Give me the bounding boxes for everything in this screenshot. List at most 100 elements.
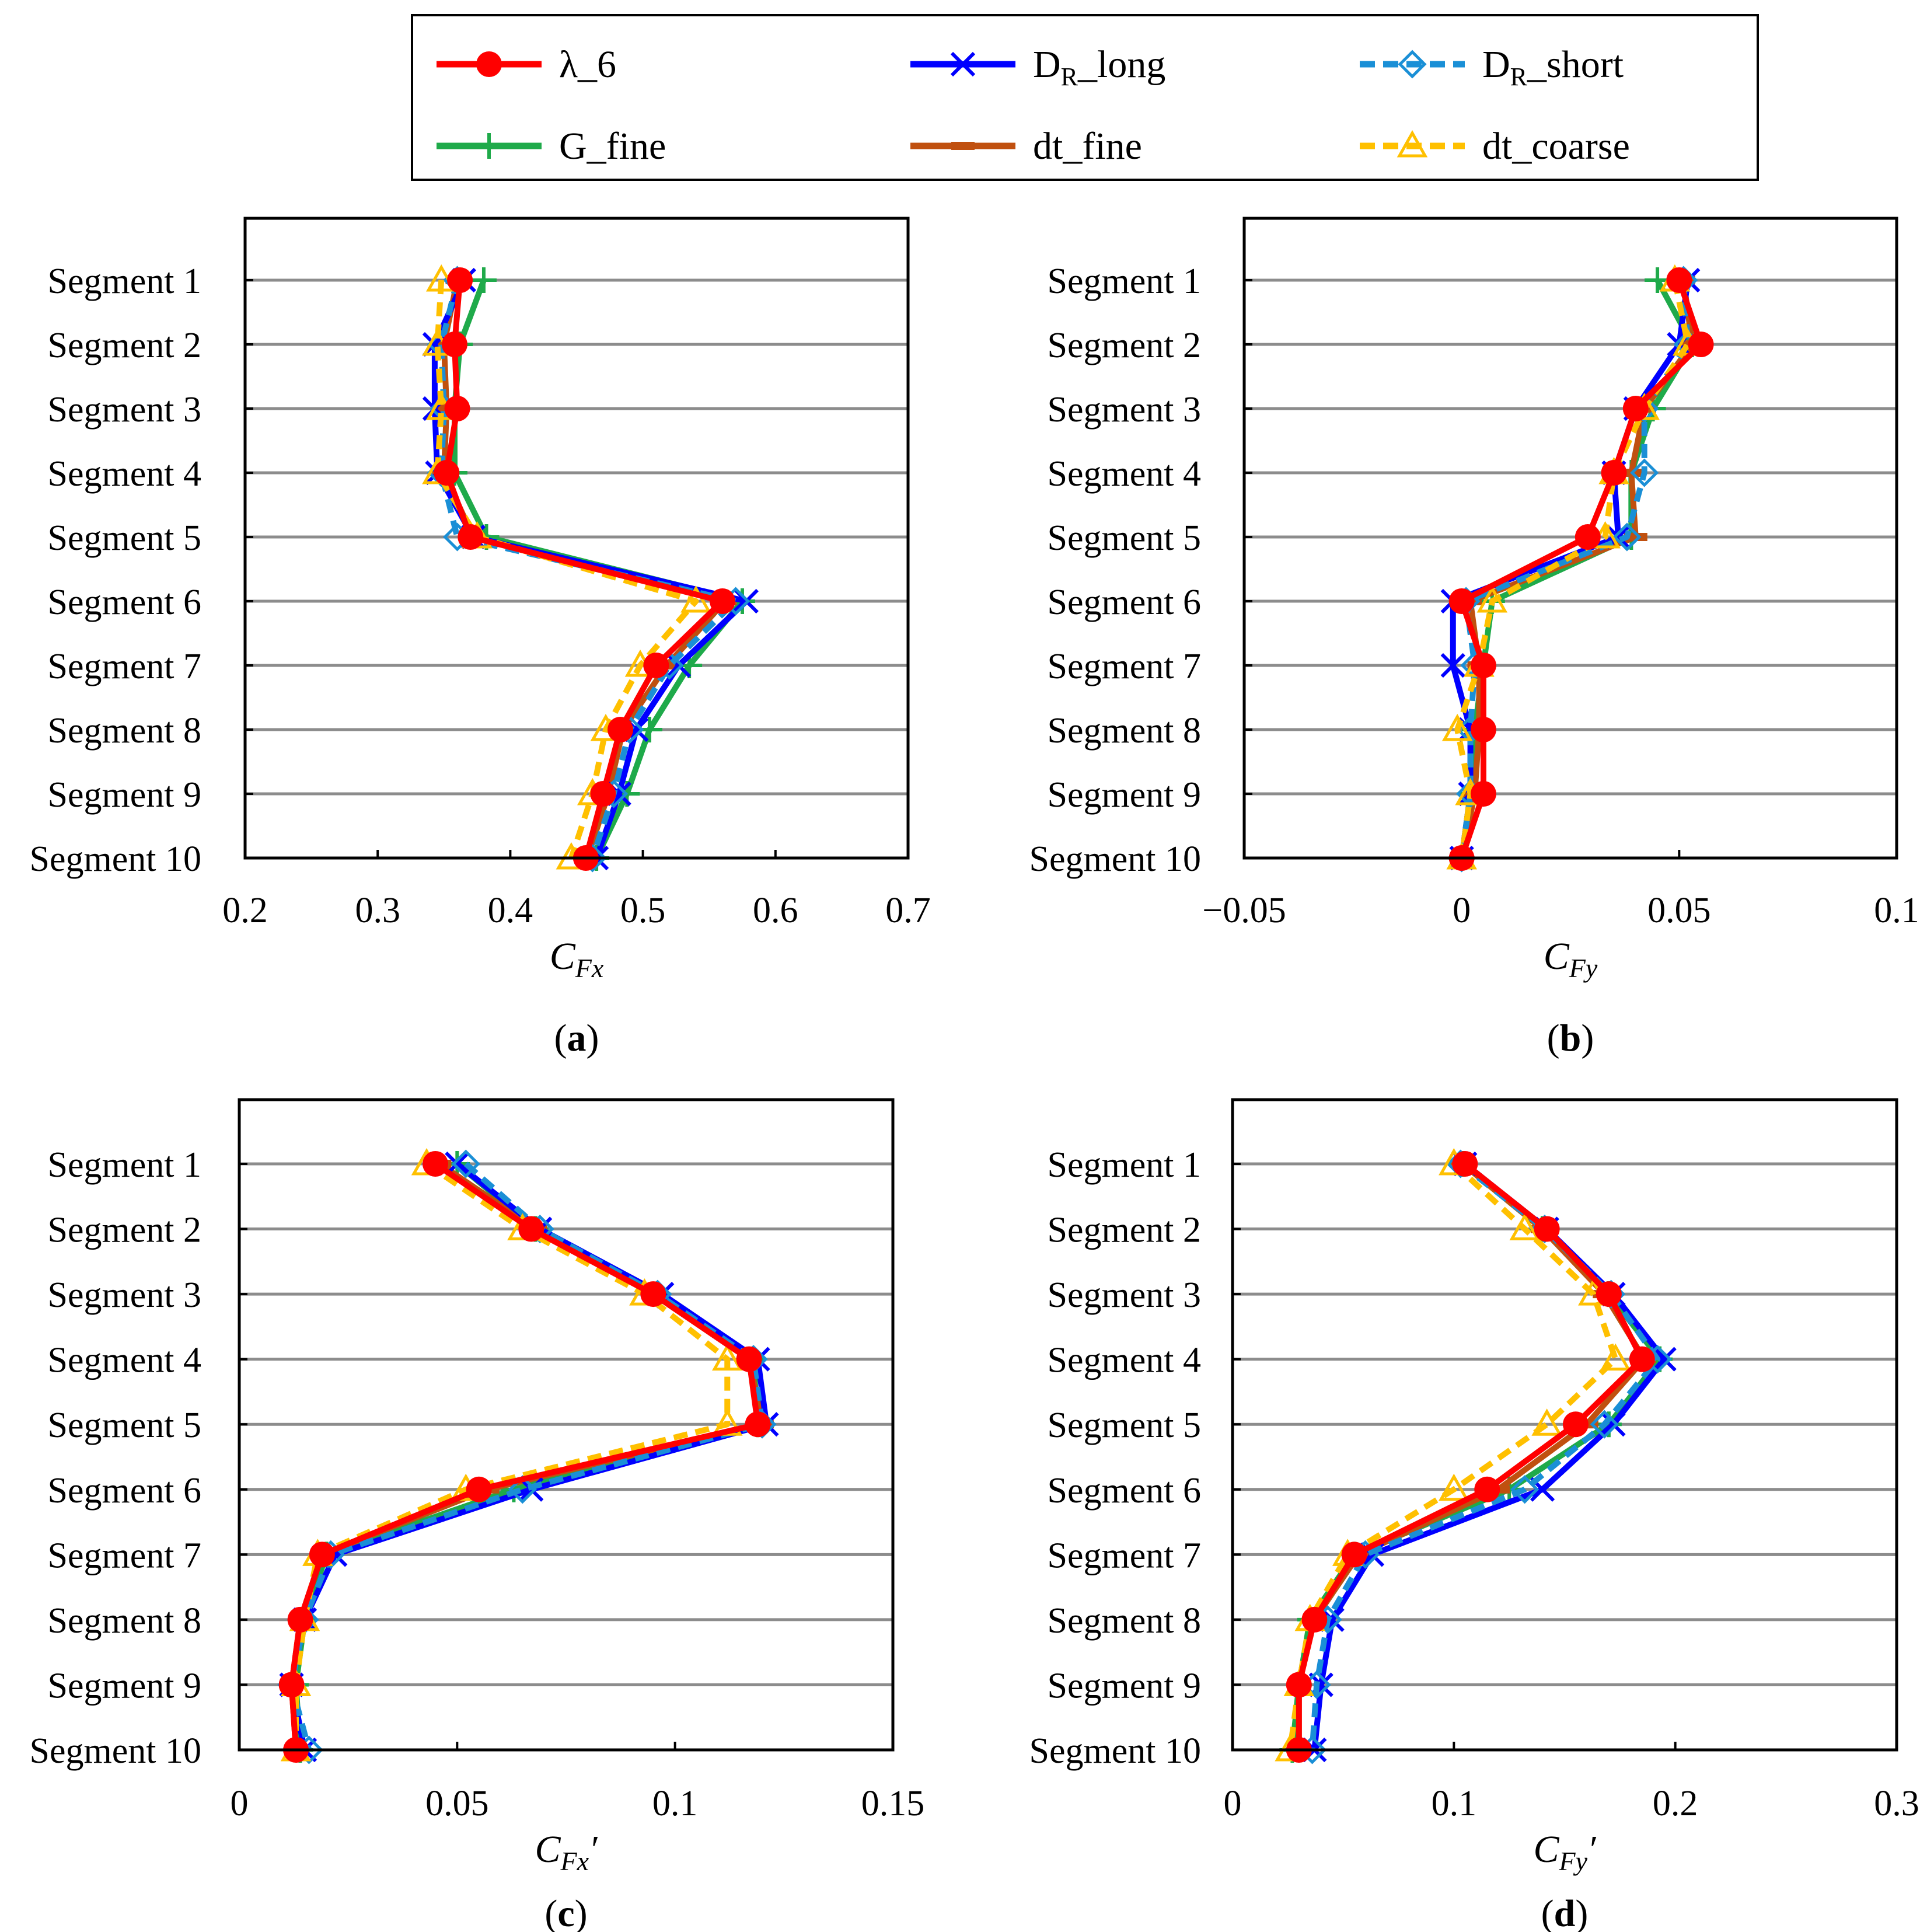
x-tick-label: 0 (1224, 1784, 1242, 1823)
series-line-dt_coarse (434, 280, 699, 859)
category-label: Segment 3 (1048, 1275, 1201, 1315)
data-point-g_fine (470, 267, 497, 293)
x-tick-label: 0.1 (1874, 891, 1919, 930)
category-label: Segment 6 (1048, 583, 1201, 622)
category-label: Segment 9 (1048, 775, 1201, 815)
legend-marker-dt_fine (951, 142, 975, 150)
series-line-lambda6 (1458, 279, 1704, 859)
category-label: Segment 8 (1048, 711, 1201, 751)
data-point-dt_coarse (1476, 585, 1508, 613)
series-line-dr_short (288, 1162, 765, 1751)
x-tick-label: 0.2 (1653, 1784, 1698, 1823)
data-point-lambda6 (1286, 1672, 1312, 1698)
data-point-lambda6 (1575, 524, 1601, 550)
category-label: Segment 5 (1048, 1406, 1201, 1445)
series-g_fine (1279, 1151, 1673, 1763)
x-tick-label: 0.2 (222, 891, 268, 930)
series-line-dt_fine (1296, 1162, 1647, 1750)
series-lambda6 (1448, 267, 1714, 871)
category-label: Segment 8 (48, 711, 201, 751)
data-point-dr_short (451, 1149, 480, 1178)
data-point-lambda6 (1622, 396, 1649, 421)
series-dt_coarse (280, 1148, 743, 1762)
x-tick-label: 0.5 (620, 891, 666, 930)
data-point-lambda6 (1301, 1606, 1328, 1633)
series-dr_short (277, 1149, 777, 1764)
data-point-lambda6 (466, 1476, 492, 1502)
plot-frame (1231, 1098, 1898, 1752)
data-point-lambda6 (1534, 1216, 1560, 1242)
data-point-lambda6 (1470, 781, 1496, 807)
data-point-lambda6 (441, 332, 467, 357)
category-label: Segment 3 (48, 1275, 201, 1315)
x-tick-label: 0.7 (885, 891, 931, 930)
series-line-dr_long (1311, 1162, 1667, 1750)
data-point-dt_coarse (1439, 1473, 1469, 1501)
data-point-lambda6 (1448, 588, 1475, 614)
category-label: Segment 2 (1048, 326, 1201, 365)
panel-label: (c) (544, 1892, 587, 1932)
series-lambda6 (278, 1151, 771, 1763)
category-label: Segment 7 (48, 647, 201, 686)
category-label: Segment 5 (48, 1406, 201, 1445)
x-tick-label: 0 (231, 1784, 249, 1823)
series-line-lambda6 (288, 1161, 761, 1750)
data-point-lambda6 (1452, 1151, 1478, 1177)
category-label: Segment 4 (48, 1341, 201, 1380)
category-label: Segment 1 (48, 261, 201, 301)
x-tick-label: −0.05 (1202, 891, 1286, 930)
series-dr_short (1298, 1149, 1672, 1764)
x-tick-label: 0.4 (488, 891, 533, 930)
series-line-lambda6 (444, 280, 725, 859)
data-point-lambda6 (709, 588, 735, 614)
series-line-g_fine (293, 1162, 761, 1750)
legend-label-dr_long: DR_long (1033, 43, 1165, 91)
x-tick-label: 0.15 (861, 1784, 925, 1823)
category-label: Segment 6 (1048, 1471, 1201, 1511)
data-point-dr_long (1652, 1347, 1677, 1372)
category-label: Segment 5 (48, 518, 201, 558)
data-point-lambda6 (736, 1346, 762, 1372)
category-label: Segment 8 (1048, 1601, 1201, 1641)
data-point-dr_short (1510, 1475, 1539, 1504)
category-label: Segment 4 (48, 454, 201, 494)
data-point-lambda6 (1666, 267, 1692, 293)
legend-item-lambda6: λ_6 (437, 43, 616, 86)
series-dt_coarse (422, 264, 711, 870)
panel-a: Segment 1 Segment 2 Segment 3 Segment 4 Segm… (30, 217, 931, 1059)
data-point-lambda6 (1341, 1542, 1367, 1568)
data-point-lambda6 (278, 1672, 305, 1698)
series-lambda6 (1286, 1151, 1655, 1763)
panel-label: (d) (1541, 1892, 1589, 1932)
legend-item-g_fine: G_fine (437, 125, 666, 168)
category-label: Segment 3 (1048, 390, 1201, 430)
data-point-dt_coarse (1441, 713, 1473, 741)
data-point-lambda6 (1470, 717, 1496, 742)
series-line-dr_long (288, 1162, 770, 1750)
x-tick-label: 0.3 (355, 891, 400, 930)
legend-item-dr_short: DR_short (1360, 43, 1624, 91)
legend-marker-dr_short (1398, 50, 1427, 79)
category-label: Segment 4 (1048, 454, 1201, 494)
data-point-dt_coarse (711, 1343, 743, 1371)
x-tick-label: 0.1 (1432, 1784, 1477, 1823)
data-point-dt_coarse (1531, 1408, 1562, 1436)
data-point-lambda6 (423, 1151, 448, 1177)
category-label: Segment 6 (48, 583, 201, 622)
category-label: Segment 7 (48, 1536, 201, 1575)
legend-label-dt_fine: dt_fine (1033, 125, 1142, 168)
series-line-g_fine (1458, 278, 1695, 859)
data-point-dt_coarse (680, 585, 711, 613)
data-point-lambda6 (518, 1216, 544, 1242)
category-label: Segment 7 (1048, 647, 1201, 686)
x-axis-label: CFy′ (1534, 1828, 1597, 1876)
data-point-lambda6 (607, 717, 633, 742)
data-point-dt_coarse (1600, 1343, 1631, 1371)
category-label: Segment 3 (48, 390, 201, 430)
x-tick-label: 0.6 (753, 891, 798, 930)
panels: Segment 1 Segment 2 Segment 3 Segment 4 Segm… (30, 217, 1919, 1932)
series-line-lambda6 (1296, 1162, 1645, 1750)
data-point-lambda6 (1562, 1411, 1589, 1438)
data-point-lambda6 (287, 1606, 313, 1633)
legend-label-dt_coarse: dt_coarse (1482, 125, 1630, 168)
